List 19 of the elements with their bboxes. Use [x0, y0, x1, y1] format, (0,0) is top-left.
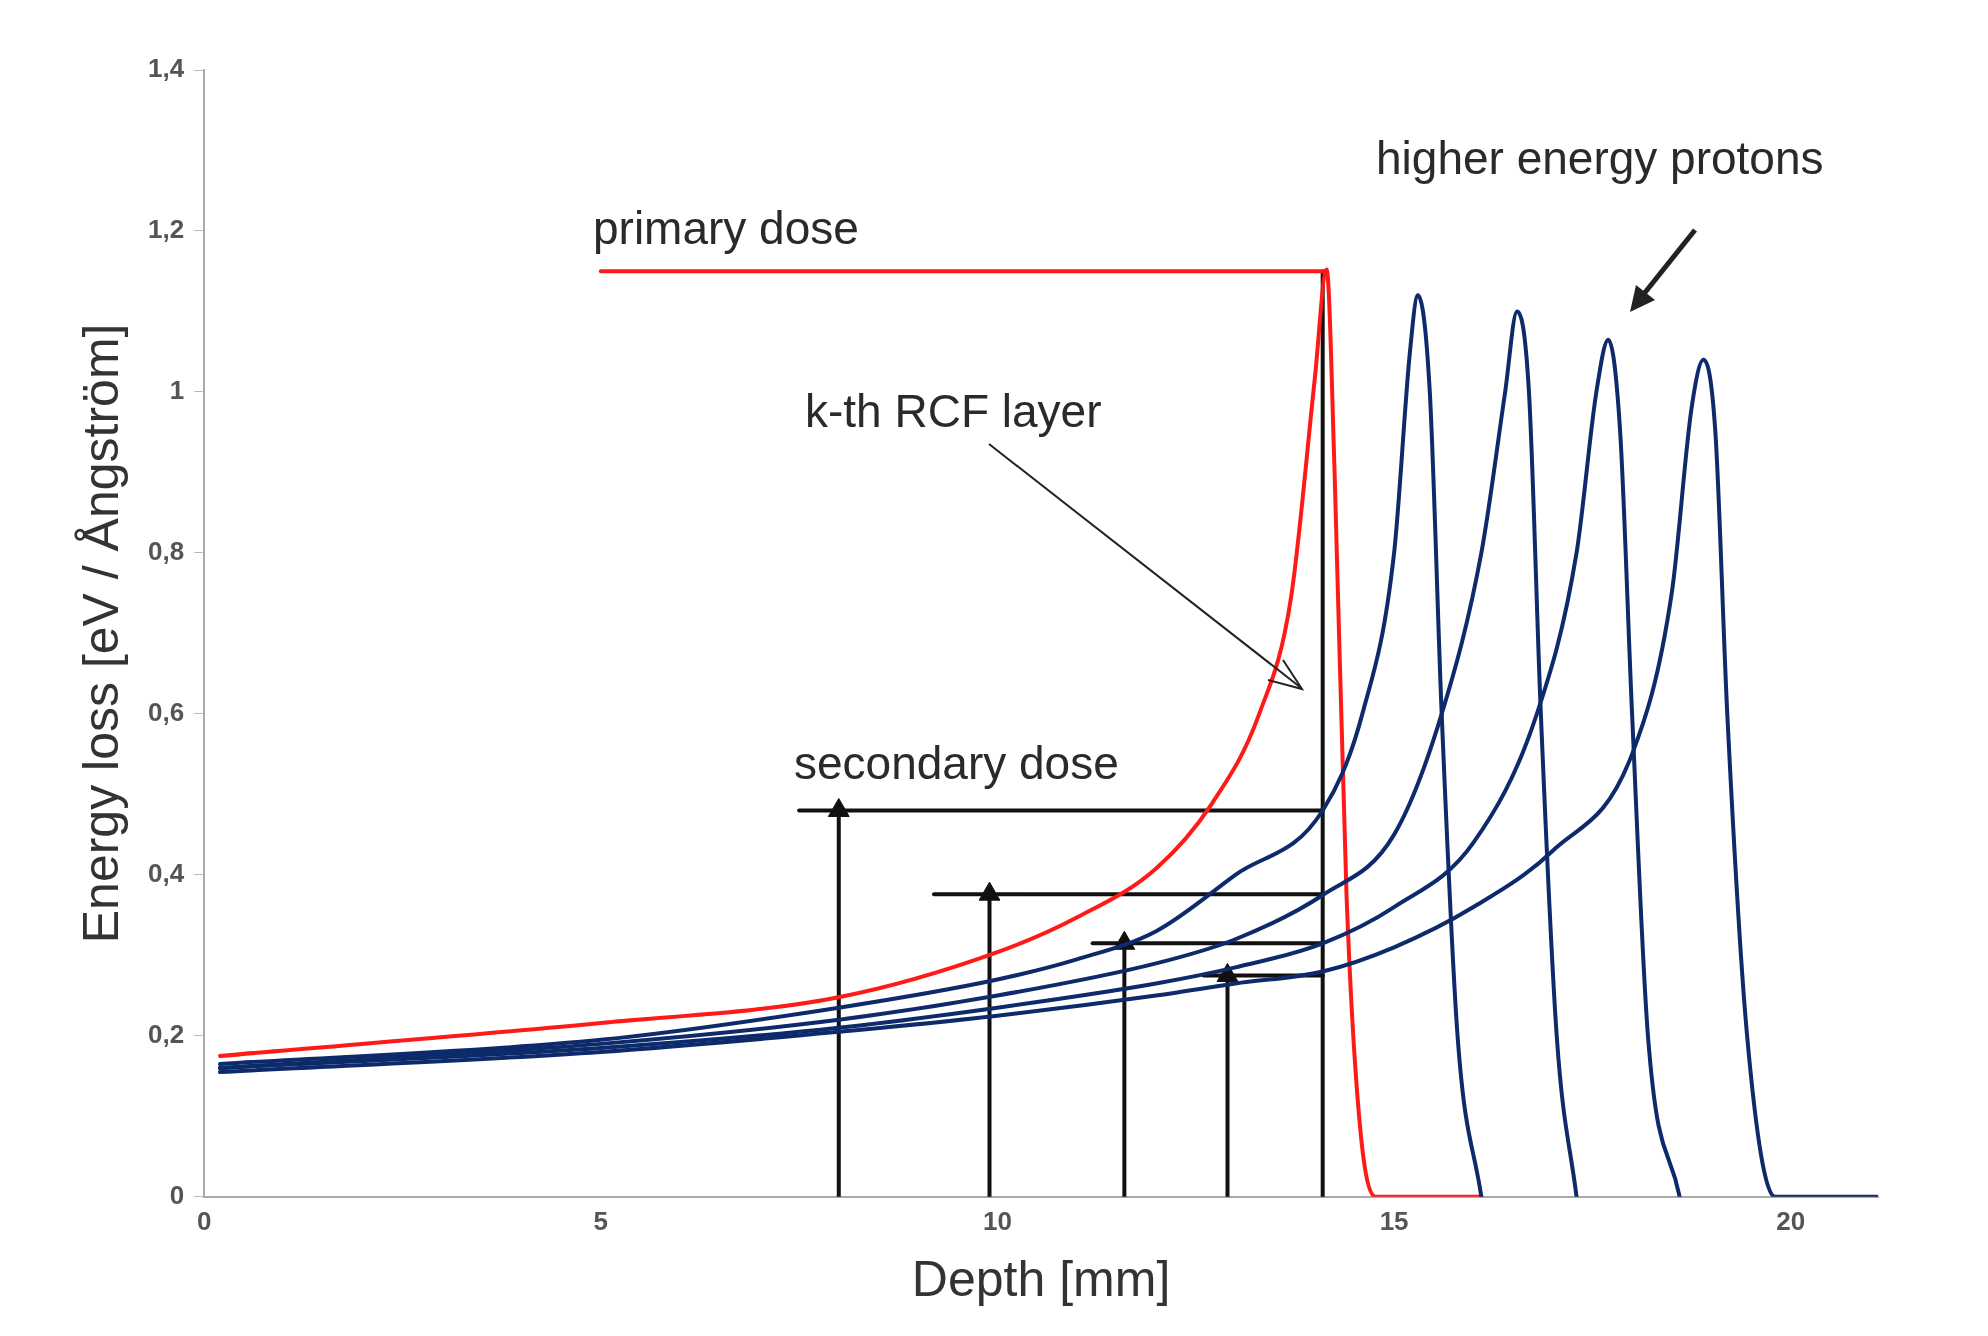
y-axis-title: Energy loss [eV / Ångström] [72, 323, 129, 944]
annotation: primary dose [593, 201, 859, 254]
y-tick-label: 1 [169, 375, 185, 406]
y-tick-label: 0,8 [147, 536, 185, 567]
annotation: k-th RCF layer [805, 384, 1102, 437]
x-tick-label: 10 [982, 1205, 1012, 1236]
x-tick-label: 15 [1379, 1205, 1409, 1236]
y-tick-label: 1,2 [147, 214, 185, 245]
y-tick-label: 0 [169, 1179, 185, 1210]
x-tick-label: 20 [1776, 1205, 1806, 1236]
x-tick-label: 5 [593, 1205, 609, 1236]
y-tick-label: 1,4 [147, 53, 185, 84]
x-tick-label: 0 [196, 1205, 212, 1236]
y-tick-label: 0,4 [147, 858, 185, 889]
x-axis-title: Depth [mm] [911, 1250, 1171, 1307]
annotation: higher energy protons [1376, 131, 1824, 184]
y-tick-label: 0,2 [147, 1019, 185, 1049]
annotation: secondary dose [794, 736, 1119, 789]
y-tick-label: 0,6 [147, 697, 185, 728]
